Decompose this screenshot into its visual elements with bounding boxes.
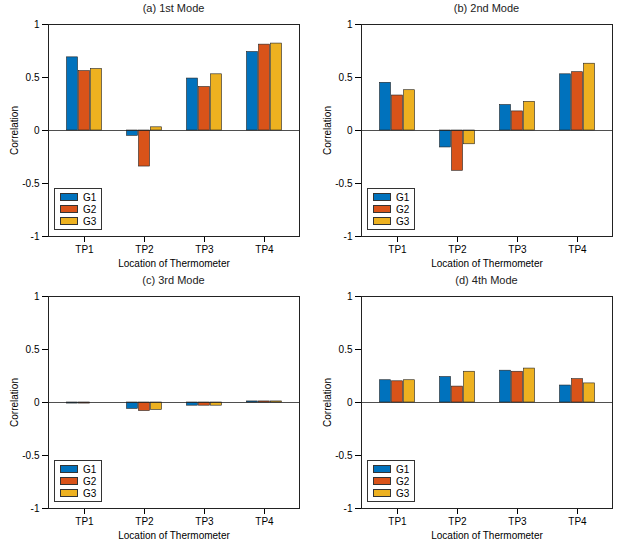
svg-text:TP2: TP2	[448, 244, 467, 255]
svg-text:Location of Thermometer: Location of Thermometer	[118, 258, 230, 269]
svg-text:Location of Thermometer: Location of Thermometer	[431, 530, 543, 541]
svg-text:Correlation: Correlation	[9, 106, 20, 155]
svg-text:TP2: TP2	[448, 516, 467, 527]
svg-text:1: 1	[34, 291, 40, 302]
html-text:(d) 4th Mode: (d) 4th Mode	[455, 274, 518, 286]
svg-text:0: 0	[347, 125, 353, 136]
svg-text:0: 0	[34, 397, 40, 408]
svg-text:0: 0	[347, 397, 353, 408]
svg-text:TP4: TP4	[255, 244, 274, 255]
svg-text:-0.5: -0.5	[335, 178, 353, 189]
svg-text:Correlation: Correlation	[9, 378, 20, 427]
svg-text:0.5: 0.5	[339, 72, 353, 83]
svg-text:TP3: TP3	[508, 516, 527, 527]
html-text:G3: G3	[83, 215, 97, 227]
html-text:G2: G2	[83, 475, 97, 487]
svg-text:-0.5: -0.5	[335, 450, 353, 461]
svg-text:TP2: TP2	[135, 244, 154, 255]
svg-text:TP4: TP4	[568, 516, 587, 527]
html-text:(a) 1st Mode: (a) 1st Mode	[142, 2, 205, 14]
svg-text:1: 1	[347, 19, 353, 30]
svg-text:Correlation: Correlation	[322, 378, 333, 427]
svg-text:-1: -1	[344, 503, 353, 514]
svg-text:TP3: TP3	[195, 244, 214, 255]
svg-text:TP1: TP1	[75, 516, 94, 527]
svg-text:TP2: TP2	[135, 516, 154, 527]
svg-text:Location of Thermometer: Location of Thermometer	[431, 258, 543, 269]
html-text:(c) 3rd Mode: (c) 3rd Mode	[142, 274, 205, 286]
svg-text:Location of Thermometer: Location of Thermometer	[118, 530, 230, 541]
svg-text:1: 1	[34, 19, 40, 30]
svg-text:TP3: TP3	[508, 244, 527, 255]
svg-text:TP4: TP4	[568, 244, 587, 255]
svg-text:Correlation: Correlation	[322, 106, 333, 155]
svg-text:TP1: TP1	[388, 244, 407, 255]
svg-text:TP1: TP1	[388, 516, 407, 527]
svg-text:-1: -1	[31, 231, 40, 242]
svg-text:1: 1	[347, 291, 353, 302]
html-text:G2: G2	[83, 203, 97, 215]
svg-text:-0.5: -0.5	[22, 178, 40, 189]
svg-text:TP4: TP4	[255, 516, 274, 527]
html-text:G2: G2	[396, 475, 410, 487]
html-text:G3: G3	[396, 215, 410, 227]
svg-text:0: 0	[34, 125, 40, 136]
svg-text:0.5: 0.5	[26, 72, 40, 83]
html-text:G1: G1	[396, 463, 410, 475]
svg-text:0.5: 0.5	[26, 344, 40, 355]
html-text:G1: G1	[396, 191, 410, 203]
svg-text:TP1: TP1	[75, 244, 94, 255]
svg-text:-1: -1	[31, 503, 40, 514]
html-text:(b) 2nd Mode: (b) 2nd Mode	[453, 2, 520, 14]
html-text:G2: G2	[396, 203, 410, 215]
svg-text:0.5: 0.5	[339, 344, 353, 355]
svg-text:-1: -1	[344, 231, 353, 242]
svg-text:TP3: TP3	[195, 516, 214, 527]
html-text:G1: G1	[83, 191, 97, 203]
svg-text:-0.5: -0.5	[22, 450, 40, 461]
html-text:G3: G3	[83, 487, 97, 499]
html-text:G1: G1	[83, 463, 97, 475]
html-text:G3: G3	[396, 487, 410, 499]
